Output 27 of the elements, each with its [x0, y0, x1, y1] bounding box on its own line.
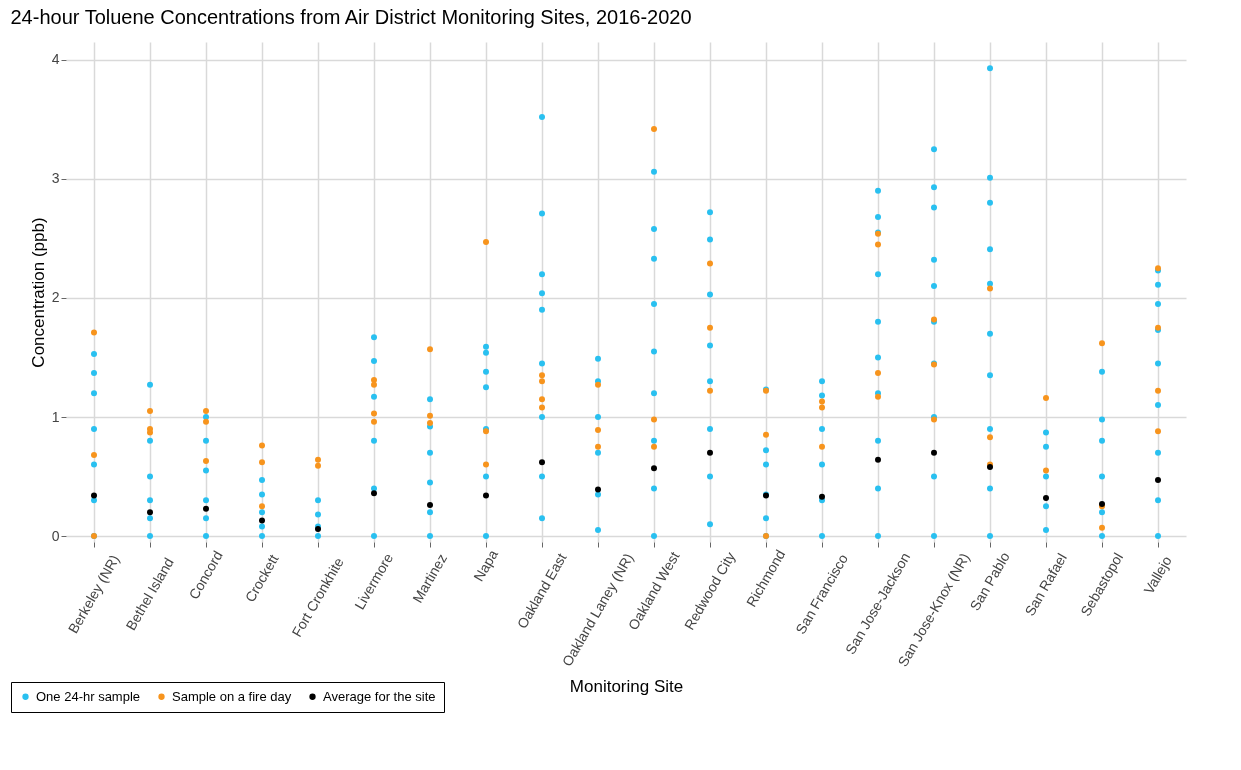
chart-title: 24-hour Toluene Concentrations from Air District Monitoring Sites, 2016-2020	[10, 6, 692, 28]
point	[147, 509, 153, 516]
point	[1043, 494, 1049, 501]
y-axis-title: Concentration (ppb)	[28, 217, 48, 368]
y-tick-label: 4	[51, 51, 60, 68]
point	[91, 492, 97, 499]
y-tick-label: 2	[51, 289, 60, 306]
point	[819, 493, 825, 500]
point	[371, 490, 377, 497]
point	[427, 502, 433, 509]
point	[1155, 477, 1161, 484]
point	[931, 449, 937, 456]
legend-label: One 24-hr sample	[36, 688, 141, 704]
legend-label: Sample on a fire day	[172, 688, 292, 704]
point	[203, 505, 209, 512]
point	[595, 486, 601, 493]
point	[707, 449, 713, 456]
y-tick-label: 0	[51, 527, 60, 544]
point	[539, 459, 545, 466]
x-axis-title: Monitoring Site	[569, 677, 684, 697]
point	[875, 456, 881, 463]
legend-label: Average for the site	[323, 688, 436, 704]
point	[259, 517, 265, 524]
y-tick-label: 1	[51, 408, 60, 425]
y-tick-label: 3	[51, 170, 60, 187]
point	[651, 465, 657, 472]
point	[483, 492, 489, 499]
